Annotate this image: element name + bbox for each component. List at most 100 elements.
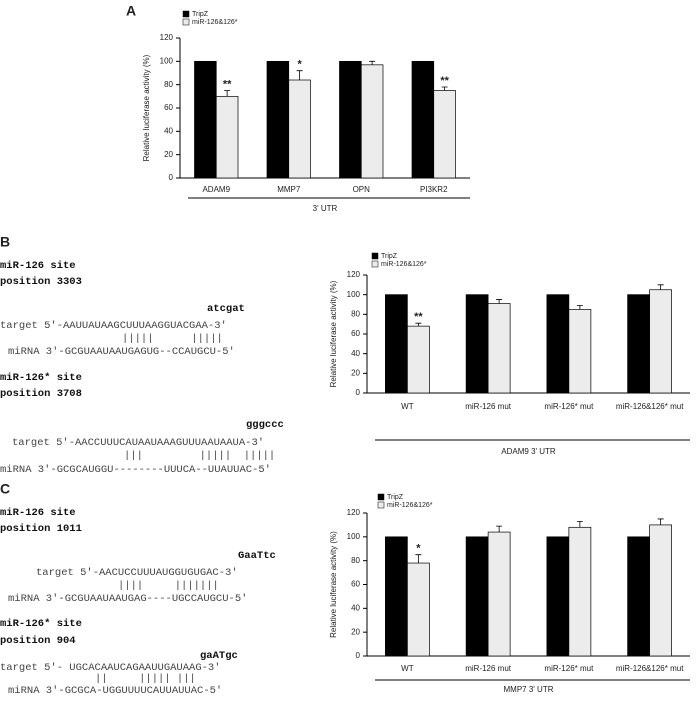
mirna-sequence: miRNA 3'-GCGUAAUAAUGAGUG--CCAUGCU-5' — [8, 346, 235, 358]
legend-label: miR-126&126* — [192, 19, 238, 26]
bar — [266, 60, 290, 179]
pairing: |||| ||||||| — [118, 580, 219, 592]
legend-label: miR-126&126* — [381, 261, 427, 268]
x-axis-title: 3' UTR — [313, 204, 338, 213]
error-bar — [576, 520, 583, 528]
bar — [627, 536, 650, 657]
y-tick-label: 100 — [347, 290, 361, 299]
error-bar — [576, 305, 583, 310]
legend-swatch — [371, 260, 379, 268]
y-tick-label: 20 — [351, 627, 360, 636]
site-position: position 3303 — [0, 276, 82, 288]
x-tick-label: WT — [401, 664, 414, 673]
y-tick-label: 0 — [169, 173, 174, 182]
x-tick-label: MMP7 — [277, 185, 301, 194]
x-tick-label: miR-126* mut — [544, 664, 594, 673]
significance-label: * — [416, 543, 421, 555]
significance-label: ** — [440, 75, 449, 87]
error-bar — [415, 554, 422, 564]
x-axis-title: ADAM9 3' UTR — [501, 447, 556, 456]
x-tick-label: OPN — [353, 185, 371, 194]
y-tick-label: 60 — [164, 103, 173, 112]
mirna-sequence: miRNA 3'-GCGUAAUAAUGAG----UGCCAUGCU-5' — [8, 593, 247, 605]
y-tick-label: 60 — [351, 580, 360, 589]
mutation: gggccc — [246, 419, 284, 431]
x-tick-label: miR-126 mut — [465, 402, 512, 411]
legend-swatch — [182, 10, 190, 18]
significance-label: ** — [414, 311, 423, 323]
legend-label: miR-126&126* — [387, 502, 433, 509]
panel-label: A — [126, 3, 136, 19]
y-axis-title: Relative luciferase activity (%) — [329, 280, 338, 387]
bar — [649, 524, 672, 657]
error-bar — [369, 60, 376, 65]
x-tick-label: miR-126* mut — [544, 402, 594, 411]
x-axis-title: MMP7 3' UTR — [504, 685, 554, 694]
mutation: atcgat — [207, 303, 245, 315]
y-tick-label: 80 — [351, 309, 360, 318]
legend-swatch — [377, 493, 385, 501]
error-bar — [224, 90, 231, 97]
error-bar — [441, 86, 448, 91]
bar — [433, 90, 456, 179]
y-tick-label: 60 — [351, 329, 360, 338]
y-tick-label: 80 — [351, 556, 360, 565]
error-bar — [496, 525, 503, 533]
legend-label: TripZ — [387, 494, 404, 501]
target-sequence: target 5'-AACCUUUCAUAAUAAAGUUUAAUAAUA-3' — [12, 437, 264, 449]
pairing: ||||| ||||| — [122, 333, 223, 345]
bar — [487, 531, 511, 657]
pairing: ||| ||||| ||||| — [124, 450, 275, 462]
panel-label: C — [0, 481, 10, 497]
legend-label: TripZ — [381, 253, 398, 260]
y-tick-label: 120 — [347, 508, 361, 517]
error-bar — [657, 284, 664, 290]
significance-label: * — [297, 59, 302, 71]
site-position: position 904 — [0, 635, 76, 647]
bar — [546, 294, 570, 394]
bar — [568, 309, 592, 394]
error-bar — [496, 299, 503, 304]
bar — [339, 60, 362, 179]
target-sequence: target 5'- UGCACAAUCAGAAUUGAUAAG-3' — [0, 662, 221, 674]
bar — [411, 60, 435, 179]
x-tick-label: PI3KR2 — [420, 185, 448, 194]
y-tick-label: 80 — [164, 80, 173, 89]
x-tick-label: miR-126&126* mut — [616, 664, 684, 673]
error-bar — [657, 518, 664, 525]
legend-label: TripZ — [192, 11, 209, 18]
y-tick-label: 40 — [164, 126, 173, 135]
bar — [288, 79, 311, 179]
site-title: miR-126* site — [0, 618, 82, 630]
bar — [649, 289, 672, 394]
site-title: miR-126 site — [0, 260, 76, 272]
y-tick-label: 120 — [160, 33, 174, 42]
mutation: GaaTtc — [238, 550, 276, 562]
y-axis-title: Relative luciferase activity (%) — [329, 531, 338, 638]
y-tick-label: 40 — [351, 603, 360, 612]
y-tick-label: 120 — [347, 270, 361, 279]
mirna-sequence: miRNA 3'-GCGCA-UGGUUUUCAUUAUUAC-5' — [8, 685, 222, 697]
legend-swatch — [377, 501, 385, 509]
y-tick-label: 20 — [351, 368, 360, 377]
y-tick-label: 20 — [164, 150, 173, 159]
error-bar — [296, 70, 303, 80]
site-position: position 1011 — [0, 523, 82, 535]
bar — [568, 526, 592, 657]
mutation: gaATgc — [200, 650, 238, 662]
bar — [407, 562, 430, 657]
site-position: position 3708 — [0, 388, 82, 400]
x-tick-label: miR-126&126* mut — [616, 402, 684, 411]
y-tick-label: 40 — [351, 349, 360, 358]
mirna-sequence: miRNA 3'-GCGCAUGGU--------UUUCA--UUAUUAC… — [0, 464, 271, 476]
legend-swatch — [182, 18, 190, 26]
bar — [385, 294, 408, 394]
y-axis-title: Relative luciferase activity (%) — [142, 54, 151, 161]
bar — [385, 536, 408, 657]
y-tick-label: 0 — [356, 651, 361, 660]
bar — [487, 303, 511, 394]
target-sequence: target 5'-AAUUAUAAGCUUUAAGGUACGAA-3' — [0, 320, 227, 332]
site-title: miR-126 site — [0, 507, 76, 519]
bar — [627, 294, 650, 394]
bar — [194, 60, 217, 179]
